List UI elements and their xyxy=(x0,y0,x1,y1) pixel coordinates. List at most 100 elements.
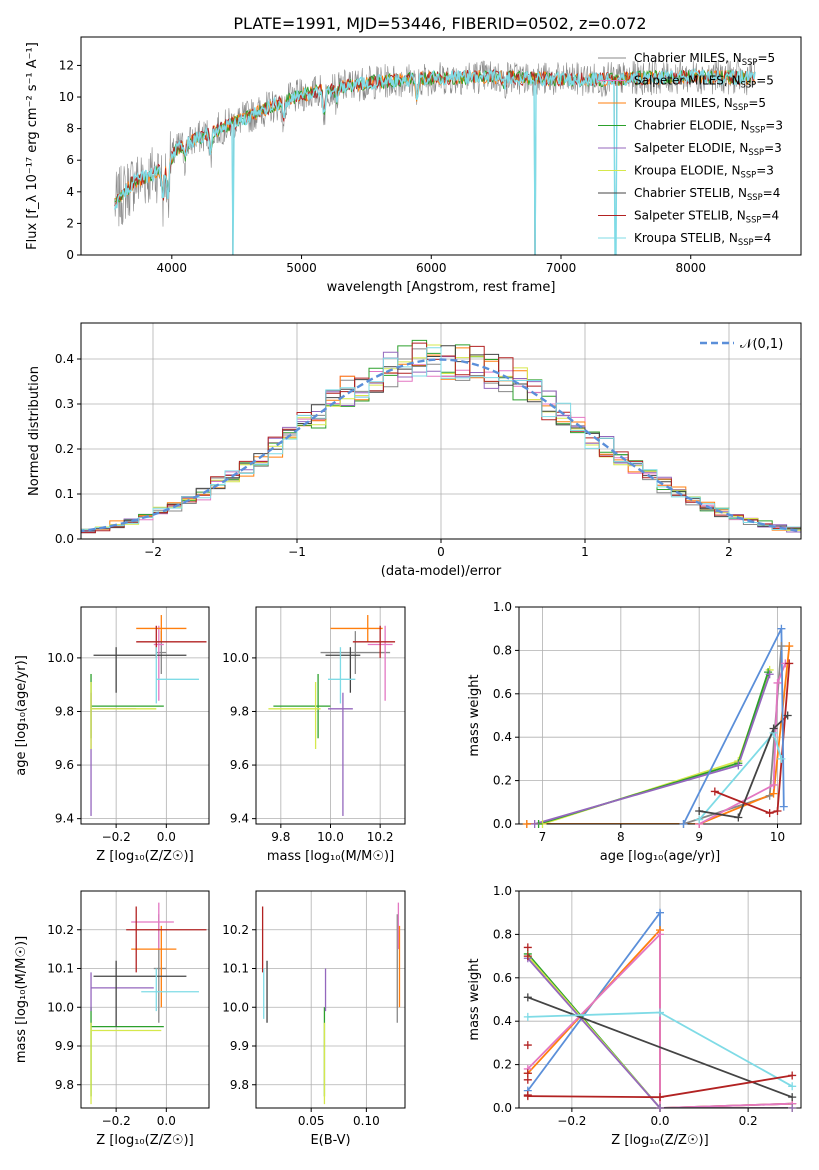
axes-frame xyxy=(80,890,210,1109)
y-tick-label: 0 xyxy=(66,248,74,262)
x-tick-label: −1 xyxy=(288,545,306,559)
legend-model: Salpeter MILES xyxy=(634,74,724,88)
age-vs-mass-panel: 9.8 10.0 10.2 9.4 9.6 9.8 10.0 mass [log₁₀(M/M☉… xyxy=(222,606,406,864)
legend-n: , N xyxy=(733,119,750,133)
legend-eq: = xyxy=(757,51,767,65)
x-axis-label: Z [log₁₀(Z/Z☉)] xyxy=(611,1133,708,1148)
legend-n: , N xyxy=(721,231,738,245)
y-axis-label: age [log₁₀(age/yr)] xyxy=(14,655,29,776)
legend-n: , N xyxy=(729,209,746,223)
legend-label: Salpeter STELIB, NSSP=4 xyxy=(634,209,779,225)
plot-area xyxy=(90,902,207,1105)
legend-n: , N xyxy=(724,74,741,88)
plus-marker xyxy=(523,1090,532,1099)
legend-sub: SSP xyxy=(748,147,764,157)
axes-frame xyxy=(80,606,210,825)
mass-vs-ebv-panel: 0.05 0.10 9.8 9.9 10.0 10.1 10.2 E(B-V) xyxy=(222,890,406,1148)
mass-weight-line xyxy=(698,663,787,824)
y-tick-label: 10.1 xyxy=(47,962,74,976)
y-tick-label: 2 xyxy=(66,216,74,230)
legend-label: 𝒩(0,1) xyxy=(740,337,783,352)
plot-area xyxy=(261,902,401,1105)
legend-sub: SSP xyxy=(750,125,766,135)
plus-marker xyxy=(788,1071,797,1080)
y-tick-label: 0.1 xyxy=(55,487,74,501)
plus-marker xyxy=(783,711,792,720)
y-tick-label: 0.0 xyxy=(493,817,512,831)
plus-marker xyxy=(679,820,688,828)
x-tick-label: 5000 xyxy=(286,261,317,275)
axes-frame xyxy=(518,606,802,825)
legend-model: Kroupa ELODIE xyxy=(634,164,724,178)
plus-marker xyxy=(656,908,664,917)
y-tick-label: 0.4 xyxy=(55,352,74,366)
legend-nssp: 4 xyxy=(773,186,781,200)
y-tick-label: 10.0 xyxy=(47,651,74,665)
plus-marker xyxy=(777,624,786,633)
plus-marker xyxy=(530,820,539,828)
model-spectrum-line xyxy=(114,67,756,255)
residuals-panel: −2 −1 0 1 2 0.0 0.1 0.2 0.3 0.4 𝒩(0,1) (data-model)… xyxy=(27,322,802,579)
y-tick-label: 0.0 xyxy=(55,532,74,546)
legend-model: Salpeter ELODIE xyxy=(634,141,732,155)
y-tick-label: 1.0 xyxy=(493,884,512,898)
spectrum-title: PLATE=1991, MJD=53446, FIBERID=0502, z=0… xyxy=(233,14,646,33)
plot-area xyxy=(114,59,756,255)
y-tick-label: 0.2 xyxy=(55,442,74,456)
mass-weight-line xyxy=(526,646,783,824)
y-tick-label: 10.2 xyxy=(47,923,74,937)
plus-marker xyxy=(788,1093,797,1102)
model-spectrum-line xyxy=(114,68,756,207)
x-tick-label: 8 xyxy=(617,830,625,844)
y-tick-label: 0.6 xyxy=(493,687,512,701)
legend-nssp: 4 xyxy=(764,231,772,245)
plus-marker xyxy=(523,1012,532,1021)
plus-marker xyxy=(523,1075,532,1084)
plot-area xyxy=(81,339,801,536)
y-tick-label: 8 xyxy=(66,122,74,136)
x-tick-label: 0.10 xyxy=(353,1114,380,1128)
legend-eq: = xyxy=(748,96,758,110)
x-tick-label: −0.2 xyxy=(102,1114,131,1128)
x-tick-label: 7 xyxy=(539,830,547,844)
y-tick-label: 0.6 xyxy=(493,971,512,985)
plus-marker xyxy=(710,787,719,796)
plus-marker xyxy=(523,952,532,961)
legend-nssp: 3 xyxy=(775,119,783,133)
y-tick-label: 0.3 xyxy=(55,397,74,411)
y-tick-label: 9.4 xyxy=(230,812,249,826)
legend-sub: SSP xyxy=(746,215,762,225)
plus-marker xyxy=(523,1041,532,1050)
legend-model: Chabrier ELODIE xyxy=(634,119,733,133)
plus-marker xyxy=(523,993,532,1002)
plus-marker xyxy=(788,1082,797,1091)
x-tick-label: 2 xyxy=(725,545,733,559)
x-tick-label: 0.0 xyxy=(650,1114,669,1128)
y-tick-label: 10.0 xyxy=(222,651,249,665)
x-axis-label: (data-model)/error xyxy=(381,564,502,579)
legend-sub: SSP xyxy=(738,237,754,247)
legend-label: Kroupa MILES, NSSP=5 xyxy=(634,96,766,112)
x-axis-label: mass [log₁₀(M/M☉)] xyxy=(267,849,394,864)
plus-marker xyxy=(734,761,743,770)
x-tick-label: 1 xyxy=(581,545,589,559)
x-tick-label: −2 xyxy=(144,545,162,559)
x-tick-label: 9 xyxy=(695,830,703,844)
plot-area xyxy=(90,615,207,816)
observed-spectrum-line xyxy=(114,59,756,255)
plus-marker xyxy=(785,659,794,668)
y-tick-label: 9.9 xyxy=(230,1039,249,1053)
x-axis-label: wavelength [Angstrom, rest frame] xyxy=(327,280,556,295)
plus-marker xyxy=(734,813,743,822)
plus-marker xyxy=(656,1093,664,1102)
legend-nssp: 5 xyxy=(768,51,776,65)
legend-nssp: 5 xyxy=(758,96,766,110)
y-tick-label: 9.6 xyxy=(55,758,74,772)
y-axis-label: Flux [f_λ 10⁻¹⁷ erg cm⁻² s⁻¹ A⁻¹] xyxy=(25,42,40,250)
legend-nssp: 4 xyxy=(772,209,780,223)
legend-nssp: 3 xyxy=(774,141,782,155)
y-tick-label: 0.2 xyxy=(493,774,512,788)
legend-nssp: 5 xyxy=(766,74,774,88)
legend-sub: SSP xyxy=(741,170,757,180)
